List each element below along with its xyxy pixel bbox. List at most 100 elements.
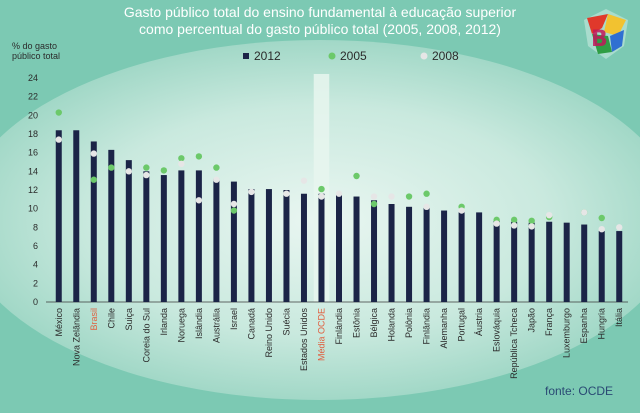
- point-2005: [528, 217, 535, 224]
- y-tick-label: 2: [33, 278, 38, 288]
- point-2008: [388, 193, 395, 200]
- bar-2012: [213, 178, 220, 302]
- svg-text:B: B: [591, 27, 608, 52]
- y-axis-label-line2: público total: [12, 51, 61, 61]
- x-tick-label: Austrália: [211, 308, 221, 343]
- bar-2012: [406, 206, 413, 302]
- point-2005: [353, 172, 360, 180]
- point-2005: [230, 207, 238, 214]
- bar-2012: [125, 160, 132, 302]
- point-2008: [213, 176, 220, 183]
- x-tick-label: Islândia: [194, 308, 204, 339]
- point-2005: [598, 214, 605, 222]
- y-tick-label: 8: [33, 222, 38, 232]
- x-tick-label: Eslováquia: [492, 308, 502, 352]
- point-2008: [125, 168, 133, 175]
- point-2005: [370, 200, 378, 208]
- point-2005: [423, 190, 430, 197]
- y-tick-label: 20: [28, 110, 38, 120]
- bar-2012: [563, 222, 570, 302]
- x-tick-label: Chile: [106, 308, 116, 329]
- x-tick-label: Reino Unido: [264, 308, 274, 358]
- bar-2012: [458, 212, 465, 302]
- x-tick-label: República Tcheca: [509, 308, 519, 379]
- point-2008: [90, 150, 97, 157]
- x-tick-label: Nova Zelândia: [71, 308, 81, 366]
- point-2005: [143, 164, 150, 171]
- x-tick-label: Hungria: [597, 308, 607, 340]
- bar-2012: [546, 221, 553, 302]
- x-tick-label: México: [54, 308, 64, 337]
- brazil-shield-logo-icon: B: [584, 9, 628, 59]
- x-tick-label: Áustria: [474, 308, 484, 336]
- chart-title-line1: Gasto público total do ensino fundamenta…: [123, 4, 517, 20]
- point-2008: [318, 193, 325, 200]
- bar-2012: [371, 200, 378, 302]
- x-tick-label: Brasil: [89, 308, 99, 331]
- point-2008: [458, 207, 465, 214]
- point-2008: [143, 171, 150, 179]
- legend-swatch-2008: [420, 52, 428, 60]
- point-2008: [616, 224, 623, 231]
- point-2008: [528, 223, 535, 230]
- x-tick-label: França: [544, 308, 554, 336]
- y-tick-label: 18: [28, 129, 38, 139]
- x-tick-label: Polônia: [404, 308, 414, 338]
- bar-2012: [581, 224, 588, 302]
- bar-2012: [178, 170, 185, 302]
- x-tick-label: Canadá: [246, 308, 256, 340]
- x-tick-label: Itália: [614, 308, 624, 327]
- legend-swatch-2005: [328, 52, 336, 60]
- point-2008: [598, 226, 605, 233]
- bar-2012: [511, 221, 518, 302]
- x-tick-label: Suiça: [124, 308, 134, 331]
- bar-2012: [108, 149, 115, 302]
- legend-label-2005: 2005: [340, 49, 367, 63]
- y-tick-label: 0: [33, 297, 38, 307]
- bar-2012: [160, 175, 167, 302]
- bar-2012: [283, 190, 290, 302]
- point-2005: [108, 164, 115, 171]
- bar-2012: [90, 141, 97, 302]
- source-note: fonte: OCDE: [545, 384, 614, 398]
- point-2008: [335, 190, 343, 197]
- legend-label-2012: 2012: [254, 49, 281, 63]
- x-tick-label: Portugal: [457, 308, 467, 342]
- x-tick-label: Japão: [527, 308, 537, 333]
- point-2005: [90, 176, 97, 183]
- bar-2012: [423, 207, 430, 302]
- point-2008: [581, 209, 588, 216]
- chart-title-line2: como percentual do gasto público total (…: [139, 21, 501, 37]
- bar-2012: [598, 231, 605, 302]
- bar-2012: [73, 130, 80, 302]
- bar-2012: [143, 171, 150, 302]
- y-tick-label: 16: [28, 148, 38, 158]
- bar-2012: [388, 204, 395, 302]
- x-tick-label: Finlândia: [422, 308, 432, 345]
- point-2008: [510, 222, 518, 229]
- x-tick-label: Suécia: [281, 308, 291, 336]
- point-2005: [160, 167, 168, 174]
- x-tick-label: Finlândia: [334, 308, 344, 345]
- point-2008: [55, 136, 62, 143]
- bar-2012: [195, 170, 202, 302]
- legend-swatch-2012: [243, 53, 249, 59]
- point-2008: [300, 177, 308, 184]
- point-2005: [195, 153, 203, 160]
- y-axis-label-line1: % do gasto: [12, 41, 58, 51]
- x-tick-label: Luxemburgo: [562, 308, 572, 358]
- point-2005: [55, 109, 62, 116]
- x-tick-label: Espanha: [579, 308, 589, 344]
- point-2008: [545, 212, 553, 219]
- bar-2012: [476, 212, 483, 302]
- bar-2012: [230, 181, 237, 302]
- point-2005: [510, 216, 518, 224]
- legend-label-2008: 2008: [432, 49, 459, 63]
- bar-2012: [300, 193, 307, 302]
- y-tick-label: 6: [33, 241, 38, 251]
- bar-2012: [336, 193, 342, 302]
- point-2005: [178, 155, 185, 162]
- bar-2012: [493, 220, 500, 302]
- bar-2012: [616, 231, 623, 302]
